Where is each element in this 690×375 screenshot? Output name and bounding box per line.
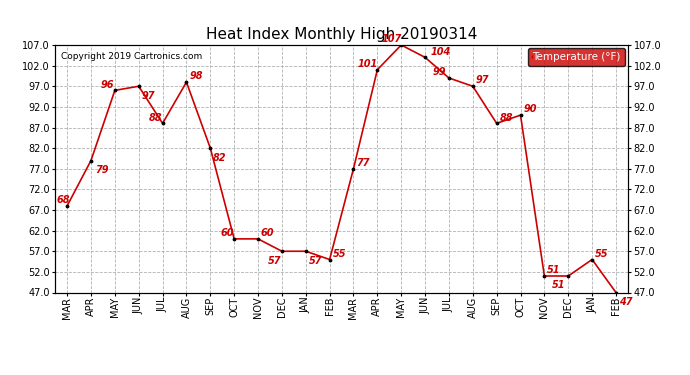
Text: 60: 60 [261,228,275,238]
Text: 51: 51 [551,280,565,291]
Text: 97: 97 [475,75,489,86]
Text: 57: 57 [308,256,322,266]
Text: 107: 107 [382,34,402,44]
Text: 55: 55 [595,249,609,259]
Text: 77: 77 [356,158,370,168]
Text: 97: 97 [141,91,155,101]
Legend: Temperature (°F): Temperature (°F) [528,48,624,66]
Text: 68: 68 [56,195,70,205]
Text: 98: 98 [189,71,203,81]
Text: 51: 51 [547,265,561,275]
Text: 90: 90 [523,104,537,114]
Text: 96: 96 [101,80,115,90]
Text: 55: 55 [333,249,346,259]
Text: 88: 88 [148,112,162,123]
Text: 79: 79 [95,165,108,175]
Text: 101: 101 [358,59,378,69]
Text: 104: 104 [431,46,451,57]
Text: 88: 88 [500,112,513,123]
Text: 47: 47 [619,297,632,307]
Text: 57: 57 [268,256,282,266]
Text: 60: 60 [220,228,234,238]
Text: Copyright 2019 Cartronics.com: Copyright 2019 Cartronics.com [61,53,202,62]
Text: 99: 99 [432,67,446,77]
Text: 82: 82 [213,153,226,163]
Title: Heat Index Monthly High 20190314: Heat Index Monthly High 20190314 [206,27,477,42]
